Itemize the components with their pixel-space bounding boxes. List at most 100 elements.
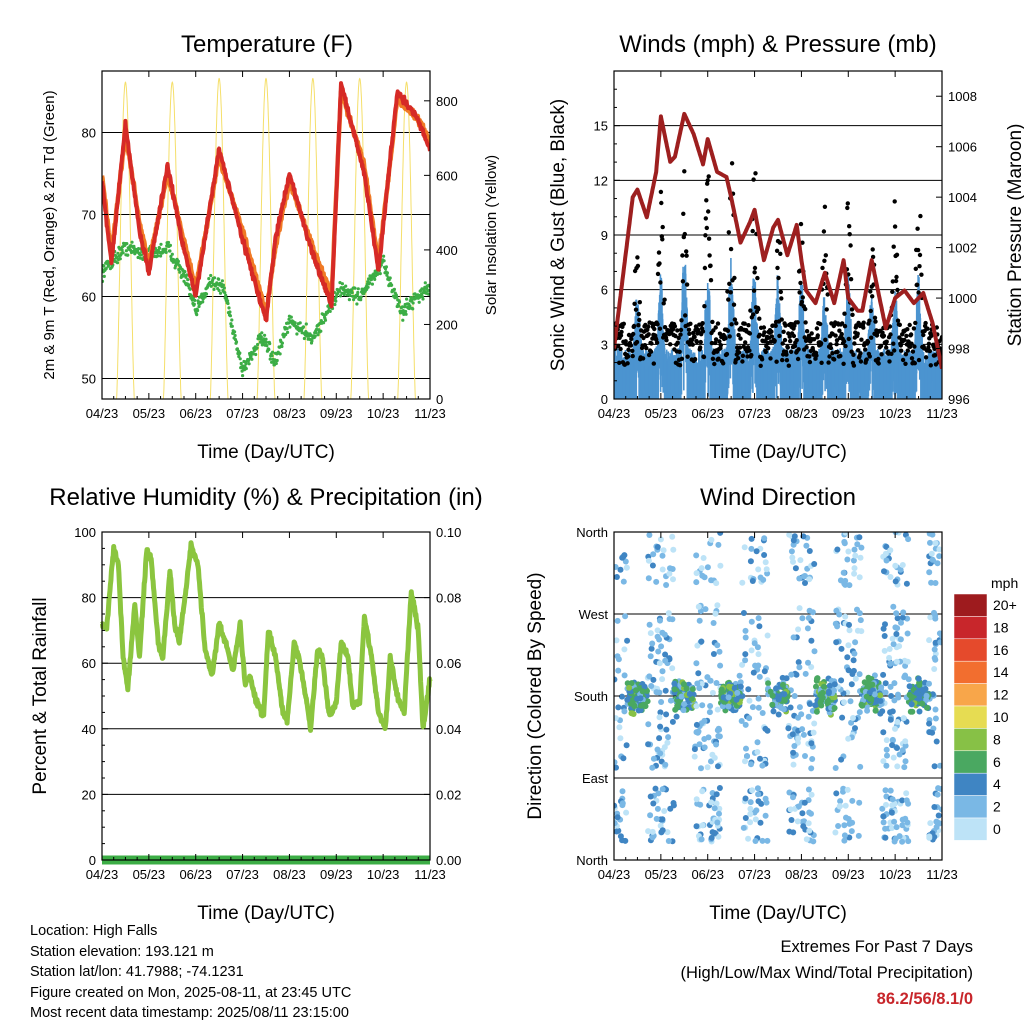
direction-point <box>856 799 863 806</box>
direction-point <box>699 572 706 579</box>
direction-point <box>715 725 722 732</box>
gust-point <box>876 361 881 366</box>
direction-point <box>786 532 793 538</box>
dewpoint-point <box>370 282 374 286</box>
direction-point <box>659 629 666 636</box>
direction-point <box>656 735 663 742</box>
gust-point <box>807 359 813 365</box>
colorbar-swatch <box>953 660 988 684</box>
direction-point <box>805 786 812 793</box>
humidity-axes: 04/23 05/23 06/23 07/23 08/23 09/23 10/23 11/23… <box>74 525 461 882</box>
direction-point <box>877 710 884 717</box>
direction-point <box>851 570 858 577</box>
gust-point <box>626 347 631 352</box>
direction-point <box>846 627 853 634</box>
dewpoint-point <box>417 300 421 304</box>
direction-point <box>928 579 935 586</box>
y-tick-label: 60 <box>82 290 96 305</box>
direction-point <box>704 764 711 771</box>
gust-point <box>870 294 875 299</box>
direction-point <box>783 675 790 682</box>
x-tick-label: 10/23 <box>367 867 400 882</box>
gust-point <box>684 253 689 258</box>
gust-point <box>729 161 735 166</box>
dewpoint-point <box>185 273 189 277</box>
gust-point <box>898 343 903 348</box>
direction-point <box>893 610 900 617</box>
direction-point <box>880 758 887 765</box>
gust-point <box>747 348 752 353</box>
direction-point <box>667 565 673 572</box>
dewpoint-point <box>229 322 233 326</box>
gust-point <box>658 189 664 195</box>
dewpoint-point <box>385 273 389 277</box>
direction-point <box>889 708 896 715</box>
direction-point <box>882 680 889 687</box>
direction-point <box>894 745 900 751</box>
direction-point <box>707 677 714 684</box>
gust-point <box>828 342 833 347</box>
direction-point <box>737 683 744 690</box>
direction-point <box>903 790 910 797</box>
direction-point <box>799 818 806 825</box>
direction-point <box>877 698 884 704</box>
gust-point <box>837 328 842 333</box>
direction-point <box>799 615 806 622</box>
gust-point <box>900 357 906 363</box>
direction-point <box>901 657 908 664</box>
gust-point <box>868 289 873 294</box>
gust-point <box>745 345 751 350</box>
dewpoint-point <box>310 339 314 343</box>
y-tick-label: 60 <box>82 656 96 671</box>
gust-point <box>715 321 721 326</box>
direction-point <box>894 719 901 725</box>
gust-point <box>850 312 855 317</box>
direction-point <box>819 694 826 701</box>
y-right-tick-label: 0 <box>436 392 443 407</box>
x-tick-label: 08/23 <box>273 867 306 882</box>
gust-point <box>890 279 895 284</box>
gust-point <box>847 224 852 229</box>
direction-point <box>857 554 864 561</box>
direction-point <box>865 674 872 681</box>
direction-point <box>708 758 714 765</box>
dewpoint-point <box>164 250 168 254</box>
gust-point <box>779 296 784 301</box>
direction-point <box>615 704 622 711</box>
direction-point <box>659 676 666 683</box>
dewpoint-point <box>344 284 348 288</box>
dewpoint-point <box>254 352 258 357</box>
direction-point <box>715 541 722 548</box>
gust-point <box>655 271 661 277</box>
figure-created: Figure created on Mon, 2025-08-11, at 23… <box>30 984 352 1001</box>
dewpoint-point <box>356 287 360 291</box>
dewpoint-point <box>347 298 351 302</box>
direction-point <box>803 542 810 549</box>
gust-point <box>768 356 773 361</box>
direction-point <box>926 834 933 841</box>
direction-point <box>715 733 722 739</box>
direction-point <box>893 631 900 637</box>
direction-point <box>745 686 752 693</box>
direction-point <box>644 698 651 705</box>
direction-point <box>856 671 863 678</box>
direction-point <box>880 729 887 736</box>
direction-point <box>819 689 826 696</box>
direction-point <box>619 800 626 807</box>
gust-point <box>895 287 900 293</box>
direction-point <box>805 615 812 621</box>
direction-point <box>694 680 701 687</box>
dewpoint-point <box>338 289 342 293</box>
direction-point <box>932 706 939 713</box>
direction-point <box>880 813 887 820</box>
y-tick-label: North <box>576 525 608 540</box>
direction-point <box>715 833 722 840</box>
direction-point <box>693 570 700 577</box>
direction-point <box>838 645 845 652</box>
gust-point <box>830 351 835 356</box>
gust-point <box>842 311 847 316</box>
direction-point <box>714 819 721 826</box>
humidity-xlabel: Time (Day/UTC) <box>197 903 335 924</box>
dewpoint-point <box>407 306 411 311</box>
direction-point <box>659 816 666 823</box>
